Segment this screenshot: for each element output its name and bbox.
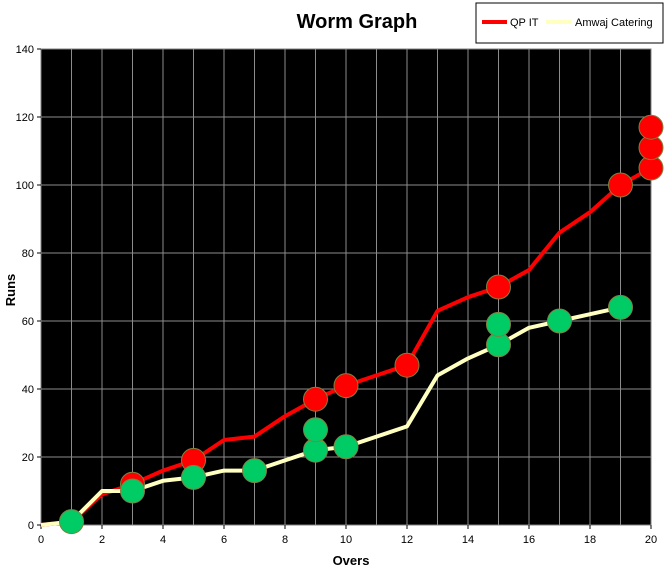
y-tick-label: 0 (28, 520, 34, 532)
x-tick-label: 20 (645, 534, 657, 546)
x-tick-label: 2 (99, 534, 105, 546)
wicket-marker-series-1 (486, 311, 511, 337)
x-tick-label: 0 (38, 534, 44, 546)
y-tick-label: 60 (22, 316, 34, 328)
wicket-markers (59, 114, 664, 535)
y-tick-label: 100 (16, 180, 34, 192)
y-tick-label: 120 (16, 112, 34, 124)
x-tick-label: 8 (282, 534, 288, 546)
legend-label-amwaj-catering: Amwaj Catering (575, 17, 653, 29)
y-tick-label: 80 (22, 248, 34, 260)
wicket-marker-series-1 (333, 434, 359, 460)
wicket-marker-series-0 (303, 386, 328, 412)
wicket-marker-series-1 (59, 509, 84, 535)
wicket-marker-series-0 (394, 352, 420, 378)
wicket-marker-series-0 (333, 373, 359, 399)
legend-label-qp-it: QP IT (510, 17, 539, 29)
x-tick-label: 4 (160, 534, 166, 546)
wicket-marker-series-1 (303, 417, 328, 443)
y-tick-label: 20 (22, 452, 34, 464)
wicket-marker-series-1 (181, 464, 206, 490)
chart-title: Worm Graph (297, 11, 418, 33)
x-tick-label: 14 (462, 534, 474, 546)
x-tick-label: 16 (523, 534, 535, 546)
y-tick-label: 140 (16, 44, 34, 56)
wicket-marker-series-0 (608, 172, 633, 198)
x-tick-label: 10 (340, 534, 352, 546)
x-tick-label: 6 (221, 534, 227, 546)
wicket-marker-series-0 (486, 274, 511, 300)
y-axis-label: Runs (3, 274, 18, 307)
wicket-marker-series-0 (638, 114, 664, 140)
wicket-marker-series-1 (242, 458, 267, 484)
chart-legend: QP IT Amwaj Catering (475, 2, 664, 44)
y-tick-label: 40 (22, 384, 34, 396)
grid-lines (41, 49, 651, 525)
y-axis-ticks: 0 20 40 60 80 100 120 140 (16, 44, 41, 532)
x-axis-ticks: 0 2 4 6 8 10 12 14 16 18 20 (38, 525, 657, 546)
x-tick-label: 12 (401, 534, 413, 546)
wicket-marker-series-1 (120, 478, 145, 504)
x-tick-label: 18 (584, 534, 596, 546)
wicket-marker-series-1 (608, 294, 633, 320)
x-axis-label: Overs (333, 553, 370, 568)
wicket-marker-series-1 (547, 308, 572, 334)
